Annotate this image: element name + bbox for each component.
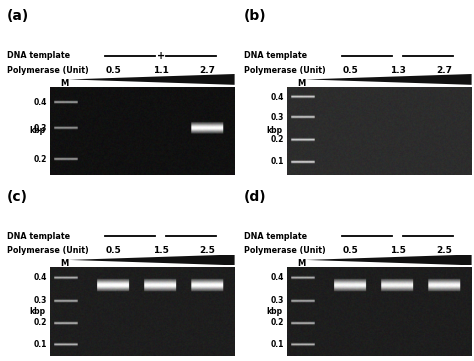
Text: 0.5: 0.5 <box>106 247 122 255</box>
Text: Polymerase (Unit): Polymerase (Unit) <box>7 66 89 75</box>
Text: kbp: kbp <box>267 307 283 316</box>
Text: M: M <box>60 259 68 268</box>
Text: 0.4: 0.4 <box>34 98 47 107</box>
Polygon shape <box>69 74 235 85</box>
Text: (b): (b) <box>244 9 267 23</box>
Text: 0.3: 0.3 <box>34 124 47 133</box>
Text: 1.3: 1.3 <box>390 66 406 75</box>
Text: 2.7: 2.7 <box>437 66 453 75</box>
Text: 0.5: 0.5 <box>343 66 359 75</box>
Polygon shape <box>306 74 472 85</box>
Text: 0.1: 0.1 <box>34 340 47 349</box>
Text: DNA template: DNA template <box>244 52 307 60</box>
Text: 0.3: 0.3 <box>271 296 284 305</box>
Polygon shape <box>306 255 472 265</box>
Text: kbp: kbp <box>30 307 46 316</box>
Text: 2.7: 2.7 <box>200 66 216 75</box>
Text: (d): (d) <box>244 190 267 204</box>
Text: 1.5: 1.5 <box>153 247 169 255</box>
Text: kbp: kbp <box>267 126 283 135</box>
Text: 0.2: 0.2 <box>34 318 47 327</box>
Text: M: M <box>60 79 68 87</box>
Text: (c): (c) <box>7 190 28 204</box>
Text: 1.1: 1.1 <box>153 66 169 75</box>
Text: kbp: kbp <box>30 126 46 135</box>
Text: 0.4: 0.4 <box>271 93 284 102</box>
Text: 1.5: 1.5 <box>390 247 406 255</box>
Text: 0.5: 0.5 <box>343 247 359 255</box>
Text: Polymerase (Unit): Polymerase (Unit) <box>244 247 326 255</box>
Text: 0.5: 0.5 <box>106 66 122 75</box>
Text: DNA template: DNA template <box>7 232 70 241</box>
Text: +: + <box>156 51 165 61</box>
Text: Polymerase (Unit): Polymerase (Unit) <box>244 66 326 75</box>
Text: 2.5: 2.5 <box>437 247 453 255</box>
Text: 0.4: 0.4 <box>34 273 47 282</box>
Text: 0.2: 0.2 <box>34 155 47 164</box>
Text: 0.3: 0.3 <box>271 113 284 122</box>
Text: 0.1: 0.1 <box>271 340 284 349</box>
Text: DNA template: DNA template <box>7 52 70 60</box>
Text: Polymerase (Unit): Polymerase (Unit) <box>7 247 89 255</box>
Text: (a): (a) <box>7 9 29 23</box>
Polygon shape <box>69 255 235 265</box>
Text: 0.1: 0.1 <box>271 157 284 166</box>
Text: DNA template: DNA template <box>244 232 307 241</box>
Text: M: M <box>297 79 305 87</box>
Text: 0.3: 0.3 <box>34 296 47 305</box>
Text: 0.2: 0.2 <box>271 135 284 144</box>
Text: 0.4: 0.4 <box>271 273 284 282</box>
Text: 0.2: 0.2 <box>271 318 284 327</box>
Text: 2.5: 2.5 <box>200 247 216 255</box>
Text: M: M <box>297 259 305 268</box>
